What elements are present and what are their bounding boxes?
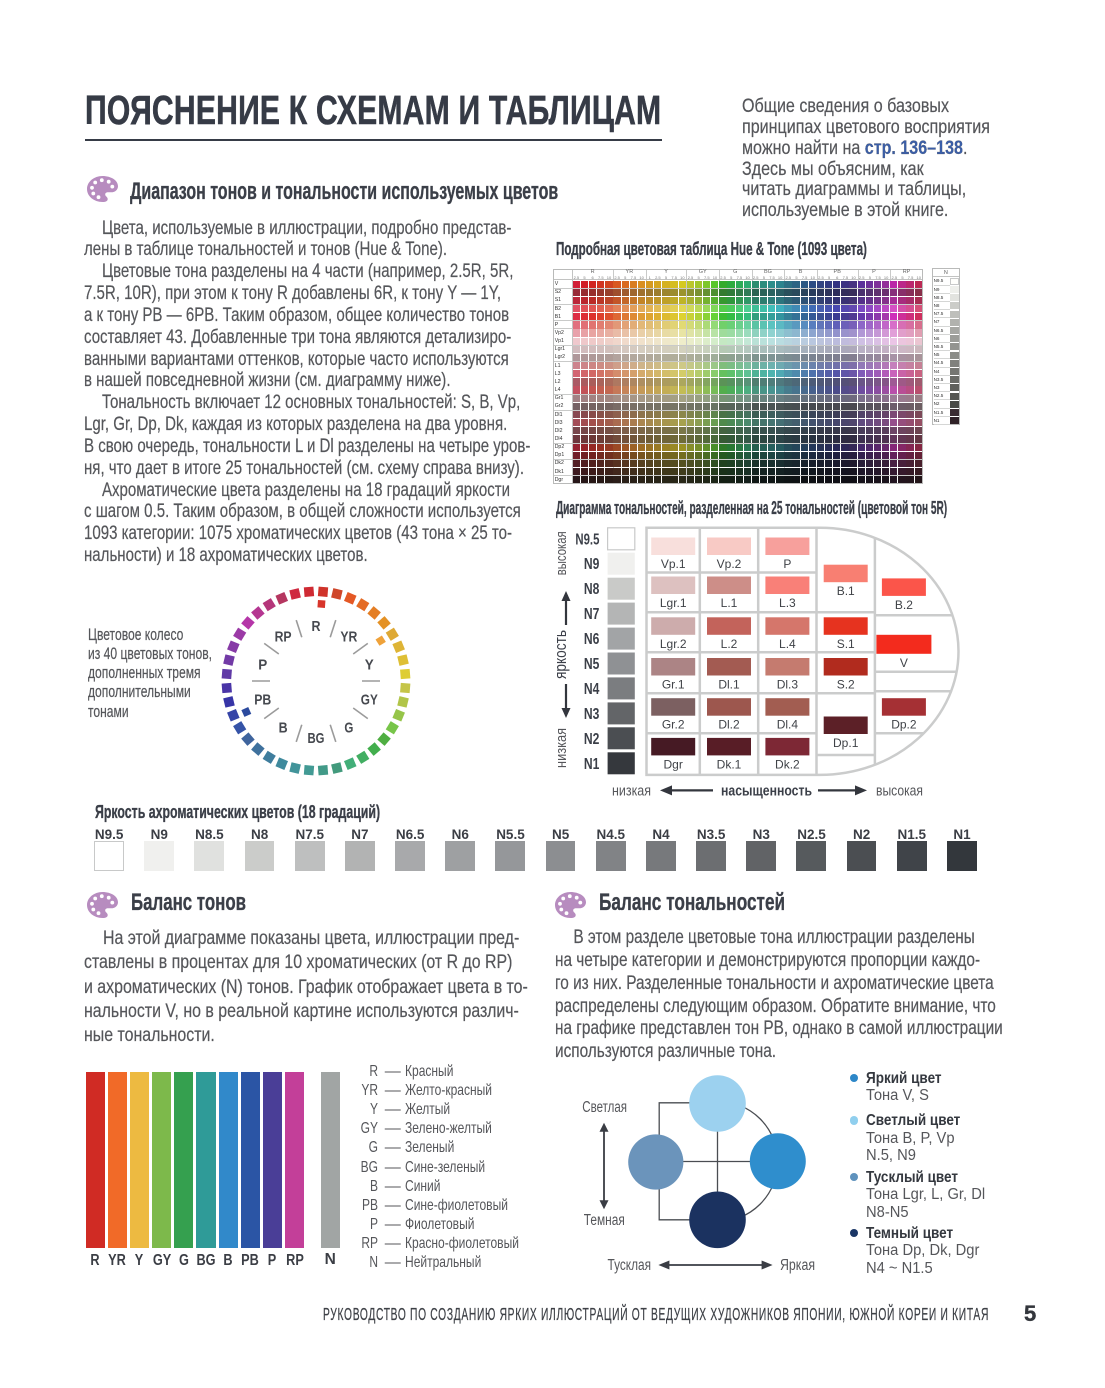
svg-text:N4: N4 — [584, 681, 600, 698]
svg-text:насыщенность: насыщенность — [721, 783, 812, 800]
svg-text:Gr.2: Gr.2 — [662, 718, 685, 732]
svg-text:Vp.1: Vp.1 — [661, 557, 686, 571]
svg-text:Dgr: Dgr — [664, 757, 683, 771]
svg-text:N9.5: N9.5 — [575, 531, 599, 548]
svg-text:YR: YR — [340, 629, 357, 646]
svg-text:Темная: Темная — [584, 1212, 625, 1229]
svg-text:Lgr.2: Lgr.2 — [660, 637, 687, 651]
svg-text:Dl.4: Dl.4 — [777, 718, 799, 732]
svg-text:V: V — [900, 656, 908, 670]
svg-text:Y: Y — [365, 657, 374, 674]
svg-text:Gr.1: Gr.1 — [662, 678, 685, 692]
svg-text:Светлая: Светлая — [582, 1099, 627, 1116]
svg-text:GY: GY — [361, 691, 378, 708]
svg-text:PB: PB — [254, 691, 271, 708]
svg-text:N2: N2 — [584, 731, 600, 748]
svg-text:S.1: S.1 — [837, 637, 855, 651]
svg-text:Dp.2: Dp.2 — [891, 718, 917, 732]
svg-text:Lgr.1: Lgr.1 — [660, 596, 687, 610]
svg-text:L.4: L.4 — [779, 637, 796, 651]
svg-text:высокая: высокая — [876, 783, 923, 800]
svg-text:N8: N8 — [584, 581, 600, 598]
svg-text:Dk.2: Dk.2 — [775, 757, 800, 771]
svg-text:Тусклая: Тусклая — [608, 1257, 652, 1274]
svg-text:Vp.2: Vp.2 — [717, 557, 742, 571]
svg-text:B: B — [279, 719, 288, 736]
svg-text:яркость: яркость — [552, 630, 570, 679]
svg-text:Dk.1: Dk.1 — [717, 757, 742, 771]
svg-text:Dl.2: Dl.2 — [718, 718, 740, 732]
svg-text:G: G — [344, 719, 353, 736]
svg-text:N9: N9 — [584, 556, 600, 573]
svg-text:B.1: B.1 — [837, 584, 855, 598]
svg-text:B.2: B.2 — [895, 598, 913, 612]
svg-text:R: R — [312, 618, 321, 635]
svg-text:L.3: L.3 — [779, 596, 796, 610]
svg-text:Яркая: Яркая — [780, 1257, 815, 1274]
svg-text:высокая: высокая — [554, 531, 570, 575]
svg-text:N5: N5 — [584, 656, 600, 673]
svg-text:Dl.1: Dl.1 — [718, 678, 740, 692]
svg-text:низкая: низкая — [612, 783, 651, 800]
svg-text:L.1: L.1 — [721, 596, 738, 610]
svg-text:P: P — [783, 557, 791, 571]
svg-text:Dp.1: Dp.1 — [833, 736, 859, 750]
svg-text:Dl.3: Dl.3 — [777, 678, 799, 692]
svg-text:N6: N6 — [584, 631, 600, 648]
svg-text:RP: RP — [275, 629, 292, 646]
svg-text:L.2: L.2 — [721, 637, 738, 651]
svg-text:N1: N1 — [584, 756, 600, 773]
svg-text:P: P — [258, 657, 267, 674]
svg-text:низкая: низкая — [554, 728, 570, 768]
svg-text:S.2: S.2 — [837, 678, 855, 692]
svg-text:BG: BG — [308, 730, 325, 747]
svg-text:N7: N7 — [584, 606, 600, 623]
svg-text:N3: N3 — [584, 706, 600, 723]
